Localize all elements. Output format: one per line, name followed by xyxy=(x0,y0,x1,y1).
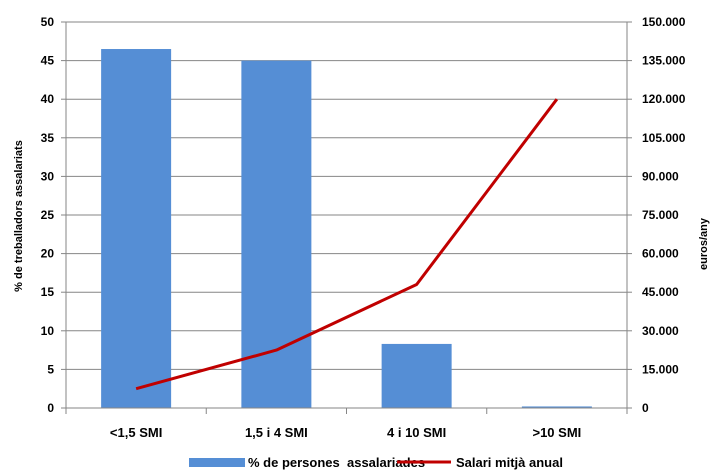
legend-label-line: Salari mitjà anual xyxy=(456,455,563,470)
axes xyxy=(61,21,632,414)
y2-tick-label: 105.000 xyxy=(642,131,686,145)
y-tick-label: 35 xyxy=(41,131,55,145)
line-series xyxy=(135,98,559,391)
y2-axis-title: euros/any xyxy=(698,217,710,270)
y-tick-label: 25 xyxy=(41,208,55,222)
left-axis-ticks: 0 5 10 15 20 25 30 35 40 45 50 xyxy=(41,15,55,415)
salary-line xyxy=(135,98,559,391)
y-tick-label: 20 xyxy=(41,247,55,261)
y-tick-label: 45 xyxy=(41,54,55,68)
legend-label-bars: % de persones assalariades xyxy=(248,455,425,470)
y-tick-label: 15 xyxy=(41,285,55,299)
y2-tick-label: 120.000 xyxy=(642,92,686,106)
y2-tick-label: 60.000 xyxy=(642,247,679,261)
bar xyxy=(381,343,452,408)
category-label: 1,5 i 4 SMI xyxy=(245,425,308,440)
y-tick-label: 40 xyxy=(41,92,55,106)
category-labels: <1,5 SMI 1,5 i 4 SMI 4 i 10 SMI >10 SMI xyxy=(110,425,581,440)
category-label: 4 i 10 SMI xyxy=(387,425,446,440)
legend-swatch-bars xyxy=(189,458,245,467)
y-tick-label: 0 xyxy=(47,401,54,415)
bar-series xyxy=(101,49,592,409)
y2-tick-label: 90.000 xyxy=(642,169,679,183)
y2-tick-label: 15.000 xyxy=(642,362,679,376)
y2-tick-label: 45.000 xyxy=(642,285,679,299)
y-tick-label: 5 xyxy=(47,362,54,376)
y2-tick-label: 30.000 xyxy=(642,324,679,338)
y-tick-label: 30 xyxy=(41,169,55,183)
y-tick-label: 10 xyxy=(41,324,55,338)
y2-tick-label: 135.000 xyxy=(642,54,686,68)
category-label: <1,5 SMI xyxy=(110,425,162,440)
y2-tick-label: 0 xyxy=(642,401,649,415)
bar xyxy=(101,49,172,409)
y2-tick-label: 75.000 xyxy=(642,208,679,222)
y-axis-title: % de treballadors assalariats xyxy=(13,140,25,292)
bar xyxy=(521,406,592,408)
right-axis-ticks: 0 15.000 30.000 45.000 60.000 75.000 90.000 105… xyxy=(642,15,686,415)
y2-tick-label: 150.000 xyxy=(642,15,686,29)
category-label: >10 SMI xyxy=(532,425,581,440)
legend: % de persones assalariades Salari mitjà … xyxy=(189,455,563,470)
y-tick-label: 50 xyxy=(41,15,55,29)
